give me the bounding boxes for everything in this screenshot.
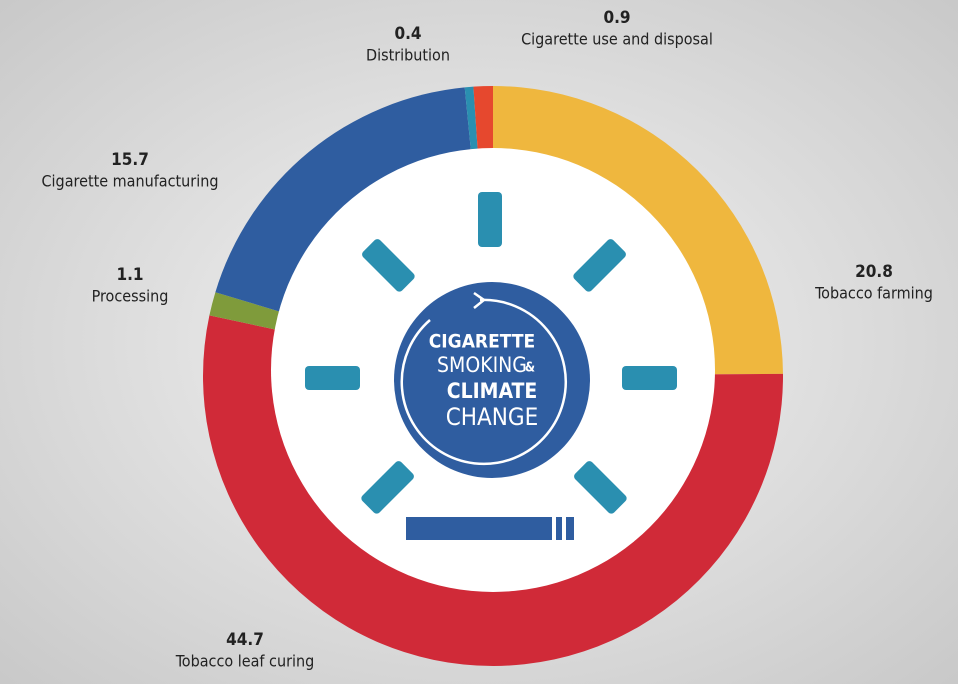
category-label: Processing <box>92 287 169 306</box>
logo-arrow <box>400 298 568 466</box>
logo-circle <box>394 282 590 478</box>
logo-text-line: CHANGE <box>446 403 539 431</box>
labels: 20.8 Tobacco farming 44.7 Tobacco leaf curi… <box>42 8 933 671</box>
value-label: 0.9 <box>603 8 630 28</box>
category-label: Tobacco farming <box>814 284 933 303</box>
logo-cigarette <box>406 517 552 540</box>
logo-cigarette <box>566 517 574 540</box>
category-label: Distribution <box>366 46 450 65</box>
category-label: Cigarette use and disposal <box>521 30 713 49</box>
value-label: 1.1 <box>116 265 143 285</box>
logo-arrow <box>473 291 487 309</box>
category-label: Tobacco leaf curing <box>175 652 315 671</box>
value-label: 44.7 <box>226 630 264 650</box>
logo-text-line: SMOKING <box>437 353 527 377</box>
value-label: 20.8 <box>855 262 893 282</box>
logo-text-line: CIGARETTE <box>429 331 535 353</box>
logo-text-line: & <box>525 361 535 376</box>
value-label: 0.4 <box>394 24 421 44</box>
logo-cigarette <box>556 517 562 540</box>
logo-text-line: CLIMATE <box>447 379 538 403</box>
logo-rays <box>305 192 677 514</box>
value-label: 15.7 <box>111 150 149 170</box>
category-label: Cigarette manufacturing <box>42 172 219 191</box>
